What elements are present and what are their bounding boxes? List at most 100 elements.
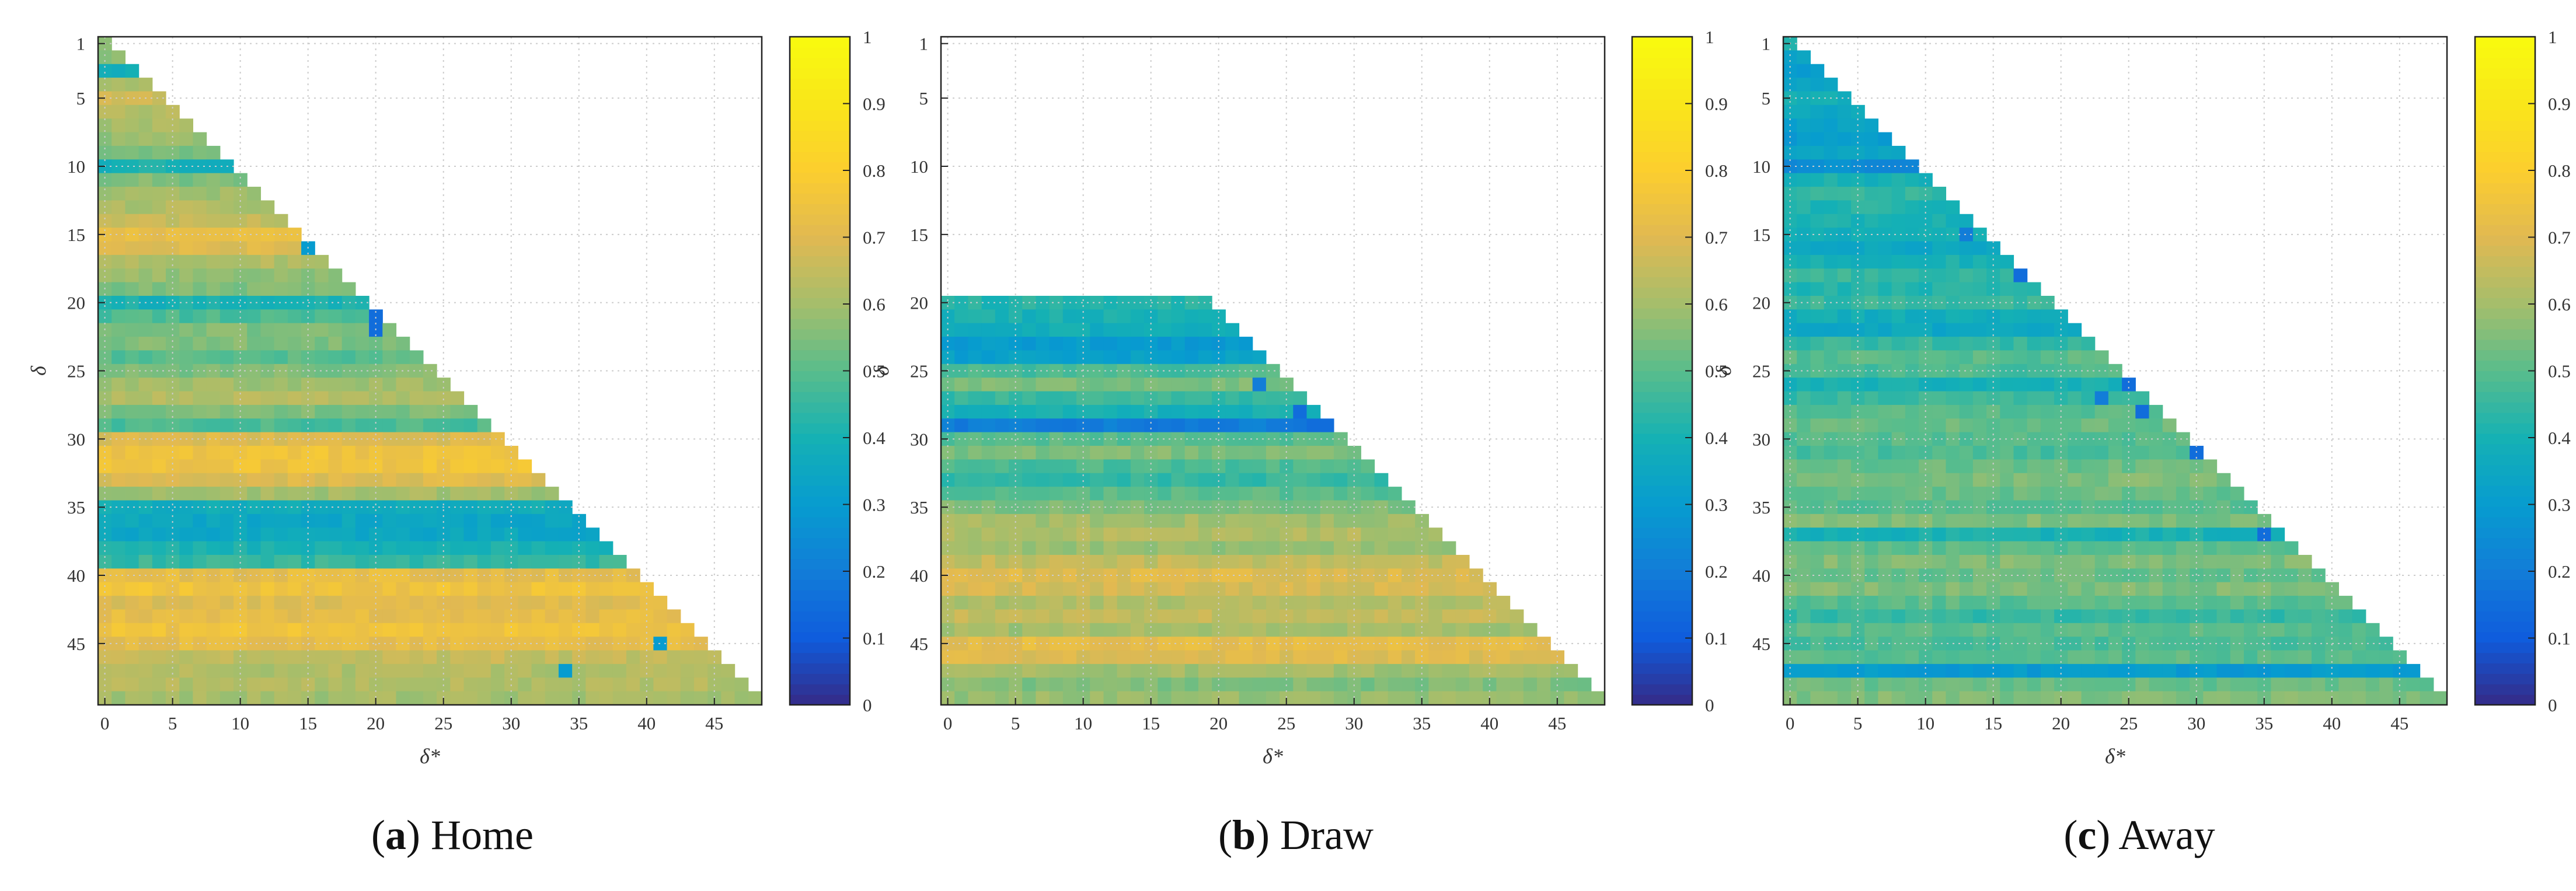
heatmap-cell — [1225, 337, 1240, 351]
heatmap-cell — [1130, 487, 1145, 501]
heatmap-cell — [193, 487, 207, 501]
panel-caption: (c) Away — [2063, 812, 2215, 858]
heatmap-cell — [1022, 663, 1037, 678]
heatmap-cell — [1130, 554, 1145, 569]
heatmap-cell — [545, 677, 559, 692]
heatmap-cell — [193, 200, 207, 215]
x-tick-label: 20 — [1209, 713, 1228, 733]
heatmap-cell — [2230, 500, 2244, 515]
heatmap-cell — [125, 104, 140, 119]
colorbar-segment — [790, 663, 850, 674]
heatmap-cell — [1469, 609, 1483, 624]
heatmap-cell — [653, 596, 668, 610]
heatmap-cell — [315, 391, 329, 406]
heatmap-cell — [1198, 663, 1212, 678]
heatmap-cell — [995, 473, 1009, 487]
heatmap-cell — [2176, 432, 2190, 446]
heatmap-cell — [558, 596, 573, 610]
heatmap-cell — [260, 200, 275, 215]
colorbar-segment — [790, 329, 850, 340]
heatmap-cell — [2190, 459, 2204, 474]
heatmap-cell — [341, 677, 356, 692]
heatmap-cell — [2081, 541, 2096, 555]
heatmap-cell — [1320, 487, 1334, 501]
heatmap-cell — [1523, 650, 1538, 665]
heatmap-cell — [1878, 623, 1892, 637]
heatmap-cell — [193, 364, 207, 378]
heatmap-cell — [219, 691, 234, 705]
colorbar-segment — [1632, 631, 1692, 643]
heatmap-cell — [437, 487, 451, 501]
heatmap-cell — [2068, 691, 2082, 705]
heatmap-cell — [98, 187, 112, 201]
heatmap-cell — [1280, 513, 1294, 528]
heatmap-cell — [2068, 609, 2082, 624]
heatmap-cell — [315, 459, 329, 474]
heatmap-cell — [301, 295, 315, 310]
heatmap-cell — [409, 473, 424, 487]
heatmap-cell — [1374, 473, 1389, 487]
heatmap-cell — [667, 637, 681, 651]
heatmap-cell — [166, 446, 180, 460]
heatmap-cell — [2000, 350, 2014, 365]
heatmap-cell — [1878, 637, 1892, 651]
heatmap-cells-a — [98, 37, 762, 705]
heatmap-cell — [301, 650, 315, 665]
x-tick-label: 0 — [100, 713, 110, 733]
heatmap-cell — [1797, 500, 1811, 515]
heatmap-cell — [1117, 554, 1131, 569]
heatmap-cell — [1878, 404, 1892, 419]
heatmap-cell — [152, 241, 166, 256]
y-tick-label: 1 — [1762, 34, 1771, 54]
heatmap-cell — [423, 378, 437, 392]
heatmap-cell — [1959, 637, 1974, 651]
heatmap-cell — [179, 173, 194, 187]
heatmap-cell — [423, 663, 437, 678]
heatmap-cell — [1837, 254, 1852, 269]
heatmap-cell — [1891, 487, 1906, 501]
heatmap-cell — [1293, 596, 1308, 610]
heatmap-cell — [206, 446, 221, 460]
heatmap-cell — [1130, 309, 1145, 324]
heatmap-cell — [941, 337, 955, 351]
heatmap-cell — [355, 378, 370, 392]
heatmap-cell — [1293, 446, 1308, 460]
heatmap-cell — [423, 582, 437, 596]
heatmap-cell — [1972, 582, 1987, 596]
heatmap-cell — [463, 691, 478, 705]
heatmap-cell — [707, 663, 721, 678]
heatmap-cell — [1158, 446, 1172, 460]
heatmap-cell — [1158, 418, 1172, 433]
heatmap-cell — [2068, 568, 2082, 583]
heatmap-cell — [2149, 582, 2163, 596]
heatmap-cell — [1428, 650, 1443, 665]
heatmap-cell — [409, 459, 424, 474]
heatmap-cell — [2081, 663, 2096, 678]
heatmap-cell — [1837, 295, 1852, 310]
heatmap-cell — [2081, 418, 2096, 433]
heatmap-cell — [1536, 663, 1551, 678]
heatmap-cell — [125, 159, 140, 174]
heatmap-cell — [396, 418, 410, 433]
heatmap-cell — [1891, 513, 1906, 528]
heatmap-cell — [2013, 650, 2028, 665]
heatmap-cell — [1171, 378, 1186, 392]
heatmap-cell — [2162, 513, 2177, 528]
heatmap-cell — [1022, 513, 1037, 528]
heatmap-cell — [2135, 432, 2150, 446]
heatmap-cell — [2271, 677, 2285, 692]
heatmap-cell — [247, 228, 262, 242]
heatmap-cell — [1117, 446, 1131, 460]
heatmap-cell — [1797, 473, 1811, 487]
heatmap-cell — [612, 582, 627, 596]
heatmap-cell — [1225, 637, 1240, 651]
heatmap-cell — [599, 650, 614, 665]
heatmap-cell — [1401, 596, 1416, 610]
heatmap-cell — [941, 650, 955, 665]
heatmap-cell — [1293, 677, 1308, 692]
heatmap-cell — [396, 554, 410, 569]
heatmap-cell — [2027, 582, 2041, 596]
heatmap-cell — [274, 554, 288, 569]
heatmap-cell — [2013, 337, 2028, 351]
heatmap-cell — [2271, 623, 2285, 637]
